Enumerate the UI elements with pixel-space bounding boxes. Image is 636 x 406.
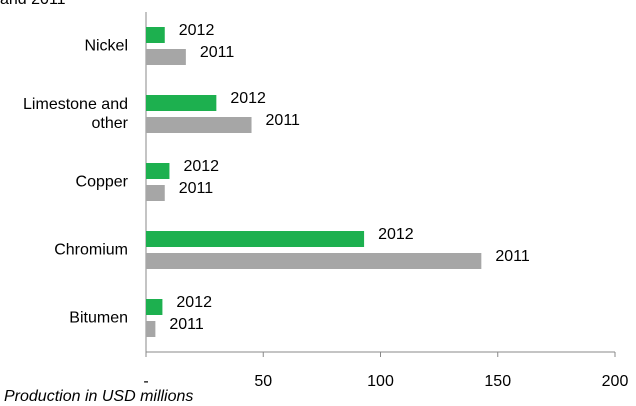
x-tick-label: 50 — [254, 373, 272, 390]
series-label: 2011 — [179, 180, 214, 197]
series-label: 2012 — [179, 22, 215, 39]
chart-title: and 2011 — [0, 0, 66, 9]
series-label: 2012 — [183, 158, 219, 175]
x-tick-label: 150 — [484, 373, 511, 390]
series-label: 2011 — [200, 44, 235, 61]
series-label: 2011 — [169, 316, 204, 333]
bar — [146, 299, 163, 315]
bar — [146, 253, 482, 269]
bar — [146, 321, 156, 337]
x-tick-label: 200 — [602, 373, 629, 390]
x-tick-label: 100 — [367, 373, 394, 390]
y-tick-label: Copper — [75, 173, 128, 191]
bar — [146, 163, 170, 179]
bar — [146, 185, 165, 201]
y-tick-label: Chromium — [54, 241, 128, 259]
y-tick-label: Nickel — [84, 37, 128, 55]
series-label: 2011 — [495, 248, 530, 265]
bar — [146, 95, 217, 111]
x-tick-label: - — [143, 373, 148, 390]
y-tick-label: Bitumen — [69, 309, 128, 327]
bar — [146, 117, 252, 133]
series-label: 2012 — [378, 226, 414, 243]
series-label: 2011 — [266, 112, 301, 129]
bar — [146, 231, 365, 247]
bar — [146, 27, 165, 43]
y-tick-label: Limestone and other — [23, 96, 128, 132]
x-axis-label: Production in USD millions — [4, 388, 194, 405]
series-label: 2012 — [230, 90, 266, 107]
bar — [146, 49, 186, 65]
series-label: 2012 — [176, 294, 212, 311]
